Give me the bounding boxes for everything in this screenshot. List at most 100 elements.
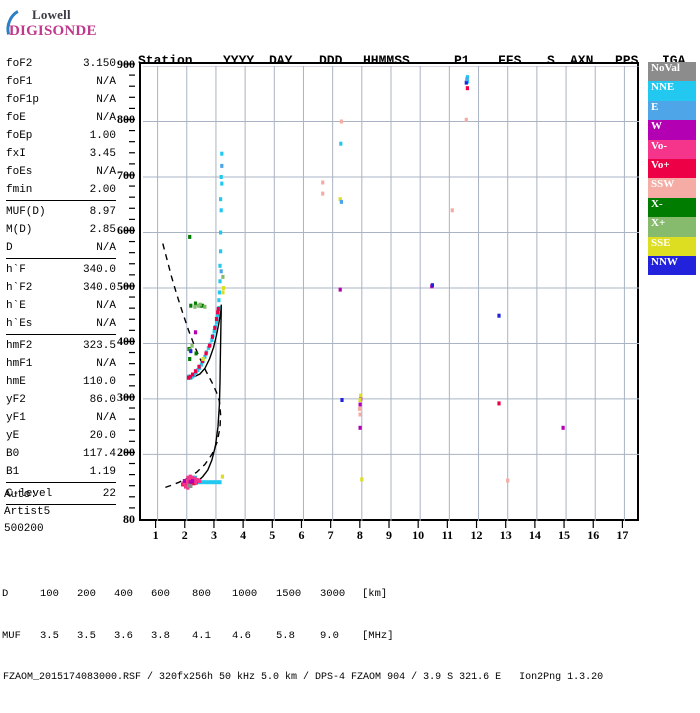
x-tick-3: 3 (210, 528, 217, 542)
footer-d-value-2: 400 (114, 588, 133, 600)
legend-item-x[interactable]: X- (648, 197, 696, 218)
footer-muf-value-4: 4.1 (192, 630, 211, 642)
data-point (186, 375, 191, 380)
data-point (465, 86, 469, 91)
data-point (195, 477, 199, 482)
series-sse (201, 197, 364, 482)
data-point (210, 334, 214, 339)
param-row-h-es: h`Es N/A (4, 315, 118, 333)
data-point (218, 480, 222, 485)
param-row-h-e: h`E N/A (4, 297, 118, 315)
param-row-ye: yE 20.0 (4, 427, 118, 445)
x-tick-6: 6 (298, 528, 305, 542)
x-tick-15: 15 (558, 528, 571, 542)
param-key: C-level (6, 488, 53, 500)
legend-item-noval[interactable]: NoVal (648, 62, 696, 82)
autoscaling-info: Auto: Artist5 500200 (4, 487, 118, 538)
param-row-d: D N/A (4, 239, 118, 257)
grid-lines (143, 66, 639, 521)
x-tick-9: 9 (386, 528, 392, 542)
param-row-h-f2: h`F2 340.0 (4, 279, 118, 297)
legend-item-w[interactable]: W (648, 120, 696, 140)
param-row-fof2: foF2 3.150 (4, 55, 118, 73)
x-tick-5: 5 (269, 528, 276, 542)
param-key: hmF1 (6, 358, 33, 370)
param-key: MUF(D) (6, 206, 46, 218)
footer-d-value-4: 800 (192, 588, 211, 600)
legend-item-ssw[interactable]: SSW (648, 178, 696, 198)
legend-item-x[interactable]: X+ (648, 217, 696, 237)
data-point (213, 325, 217, 330)
data-point (196, 368, 200, 373)
data-point (217, 290, 221, 295)
x-tick-8: 8 (356, 528, 363, 542)
legend-item-vo[interactable]: Vo+ (648, 158, 696, 179)
data-point (194, 351, 198, 356)
data-point (339, 141, 343, 146)
param-row-hmf1: hmF1 N/A (4, 355, 118, 373)
data-point (204, 480, 208, 485)
data-point (339, 199, 343, 204)
data-point (204, 351, 208, 356)
direction-color-legend: NoVal NNE E W Vo- Vo+ SSW X- X+ SSE NNW (648, 62, 696, 276)
param-key: h`F (6, 264, 26, 276)
footer-d-value-1: 200 (77, 588, 96, 600)
series-x (187, 234, 205, 361)
x-tick-17: 17 (616, 528, 629, 542)
footer-distance-row: D 100 200 400 600 800 1000 1500 3000 [km] (2, 587, 698, 601)
data-point (221, 290, 225, 295)
param-key: h`E (6, 300, 26, 312)
data-point (219, 197, 223, 202)
param-value: N/A (96, 166, 116, 178)
data-point (218, 263, 222, 268)
legend-item-vo[interactable]: Vo- (648, 139, 696, 159)
param-divider (6, 200, 116, 201)
param-value: 1.19 (89, 466, 116, 478)
legend-item-nnw[interactable]: NNW (648, 255, 696, 276)
data-point (321, 191, 325, 196)
param-row-b0: B0 117.4 (4, 445, 118, 463)
data-point (189, 484, 193, 488)
data-point (207, 343, 212, 348)
param-divider (6, 334, 116, 335)
param-row-muf-d-: MUF(D) 8.97 (4, 203, 118, 221)
data-point (210, 480, 214, 485)
legend-item-nne[interactable]: NNE (648, 81, 696, 101)
data-point (221, 286, 226, 290)
data-point (219, 208, 223, 213)
param-row-fxi: fxI 3.45 (4, 145, 118, 163)
data-point (216, 480, 220, 485)
param-value: 3.45 (89, 148, 116, 160)
header-label-s: S (547, 53, 555, 68)
param-key: yF2 (6, 394, 26, 406)
y-axis-labels: 80 200 300 400 500 600 700 800 900 (97, 57, 135, 526)
ionospheric-parameters-panel: foF2 3.150 foF1 N/A foF1p N/A foE N/A foEp 1.00 fx… (4, 55, 118, 507)
legend-item-e[interactable]: E (648, 100, 696, 121)
data-point (497, 401, 501, 406)
data-point (193, 476, 197, 481)
footer-muf-value-2: 3.6 (114, 630, 133, 642)
data-point (199, 362, 203, 367)
x-tick-13: 13 (499, 528, 512, 542)
data-point (338, 197, 342, 202)
ionogram-svg (143, 66, 639, 521)
param-key: B0 (6, 448, 20, 460)
data-point (216, 312, 220, 317)
data-point (430, 283, 434, 288)
artist-profile-solid-curve (187, 304, 222, 487)
x-tick-14: 14 (528, 528, 541, 542)
data-point (184, 484, 188, 489)
param-key: D (6, 242, 13, 254)
param-key: hmE (6, 376, 26, 388)
series-nnw (189, 80, 501, 402)
data-point (214, 320, 219, 325)
data-point (198, 302, 202, 307)
data-point (193, 304, 197, 309)
param-row-yf1: yF1 N/A (4, 409, 118, 427)
data-point (219, 175, 223, 179)
legend-item-sse[interactable]: SSE (648, 236, 696, 256)
param-key: M(D) (6, 224, 33, 236)
param-value: 340.0 (82, 264, 116, 276)
param-divider (6, 482, 116, 483)
data-point (201, 480, 205, 485)
